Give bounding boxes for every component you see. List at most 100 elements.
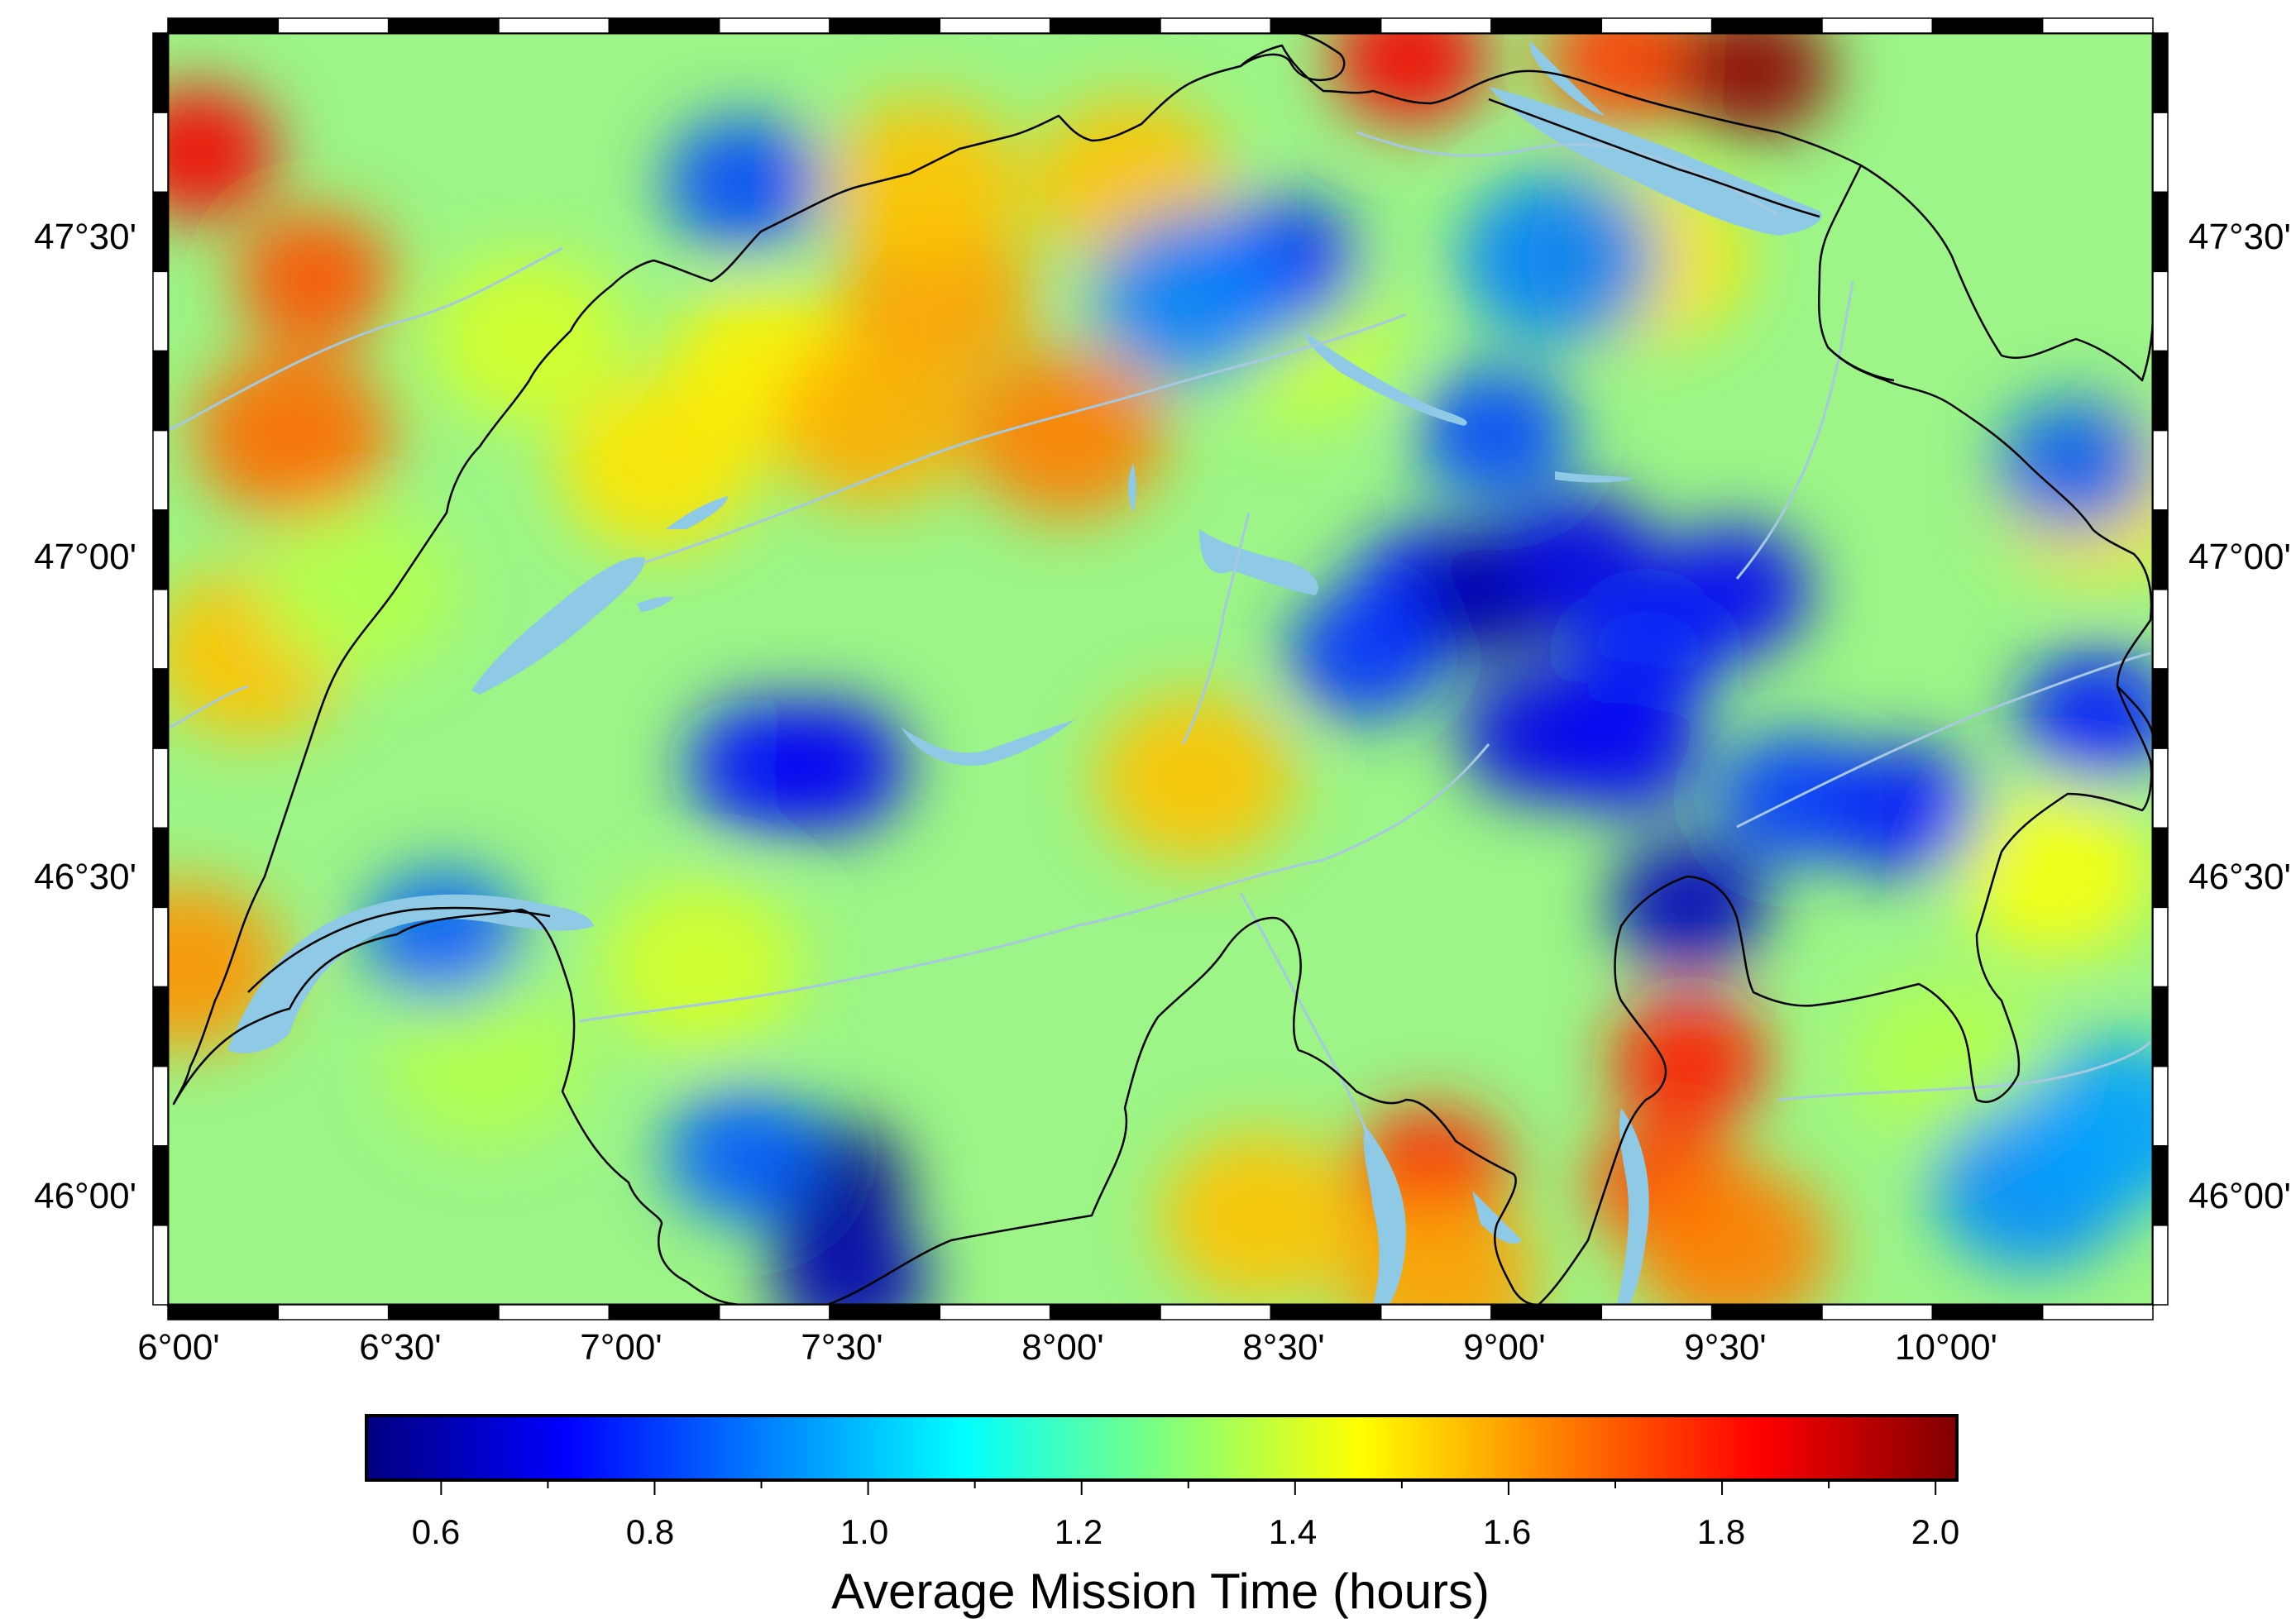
frame-segment [277, 17, 390, 34]
frame-segment [2152, 747, 2169, 829]
y-tick-label-left: 46°30' [34, 857, 136, 897]
frame-segment [2041, 1304, 2154, 1321]
heatmap-cell [1610, 837, 1767, 971]
colorbar-ticks [440, 1480, 1937, 1495]
lake-constance-upper [1529, 41, 1605, 116]
frame-segment [2152, 429, 2169, 511]
frame-segment [1821, 1304, 1934, 1321]
y-tick-label-right: 47°30' [2188, 217, 2291, 257]
lake-walen [1555, 471, 1634, 483]
frame-segment [152, 429, 169, 511]
frame-segment [152, 906, 169, 988]
frame-segment [152, 668, 169, 749]
colorbar-title: Average Mission Time (hours) [831, 1564, 1490, 1619]
lake-zug [1128, 463, 1136, 513]
heatmap-cell [235, 210, 393, 345]
heatmap-cell [1288, 586, 1446, 720]
heatmap-cell [1610, 993, 1767, 1128]
frame-segment [152, 747, 169, 829]
colorbar-tick-label: 1.8 [1696, 1512, 1746, 1551]
heatmap-cell [665, 117, 823, 251]
border-austria-east [1860, 164, 2153, 382]
frame-segment [152, 112, 169, 193]
frame-segment [2152, 191, 2169, 273]
heatmap-cell [2019, 1039, 2153, 1208]
colorbar-tick-label: 0.8 [625, 1512, 675, 1551]
y-tick-label-right: 46°30' [2188, 857, 2291, 897]
heatmap-cell [665, 1087, 823, 1221]
frame-segment [152, 827, 169, 909]
x-tick-label: 8°00' [1021, 1327, 1104, 1368]
frame-segment [152, 270, 169, 352]
frame-segment [152, 1065, 169, 1147]
frame-segment [167, 1304, 280, 1321]
frame-segment [152, 1225, 169, 1306]
frame-segment [1490, 17, 1603, 34]
colorbar-tick-label: 1.6 [1482, 1512, 1532, 1551]
colorbar-tick-label: 0.6 [411, 1512, 461, 1551]
heatmap-cell [1095, 694, 1294, 863]
border-lake-constance [1488, 98, 1820, 218]
frame-segment [2152, 986, 2169, 1067]
lake-lugano [1472, 1191, 1522, 1244]
frame-segment [152, 986, 169, 1067]
heatmap-cell [825, 98, 1024, 268]
x-tick-label: 8°30' [1242, 1327, 1325, 1368]
x-tick-label: 7°00' [580, 1327, 662, 1368]
frame-segment [1049, 17, 1161, 34]
lake-murten [637, 596, 674, 612]
frame-segment [2152, 589, 2169, 670]
heatmap-cell [1632, 1163, 1831, 1305]
frame-segment [718, 1304, 830, 1321]
heatmap-cell [1546, 680, 1703, 814]
frame-segment [1380, 17, 1492, 34]
frame-segment [829, 1304, 941, 1321]
lake-lucerne [1199, 529, 1318, 595]
y-tick-label-right: 47°00' [2188, 537, 2291, 577]
x-tick-label: 6°30' [359, 1327, 442, 1368]
frame-segment [1380, 1304, 1492, 1321]
frame-segment [152, 1145, 169, 1226]
frame-segment [939, 1304, 1051, 1321]
river-saone [169, 685, 249, 729]
frame-segment [2152, 350, 2169, 432]
y-tick-label-left: 47°30' [34, 217, 136, 257]
heatmap-cell [429, 256, 629, 425]
frame-segment [1931, 17, 2044, 34]
x-tick-label: 9°00' [1463, 1327, 1546, 1368]
map-svg [152, 17, 2169, 1321]
heatmap-cell [1331, 33, 1489, 126]
river-adda [1777, 1040, 2152, 1101]
colorbar-tick-label: 1.0 [839, 1512, 889, 1551]
lake-como [1617, 1108, 1649, 1305]
river-doubs [169, 246, 563, 432]
heatmap-cell [1417, 367, 1575, 501]
frame-segment [2152, 32, 2169, 113]
frame-segment [2152, 270, 2169, 352]
frame-segment [1710, 1304, 1823, 1321]
frame-segment [1490, 1304, 1603, 1321]
lake-maggiore [1363, 1125, 1406, 1305]
frame-segment [1600, 17, 1713, 34]
x-tick-label: 9°30' [1684, 1327, 1767, 1368]
colorbar-gradient [365, 1414, 1959, 1482]
lake-thun-brienz [902, 719, 1075, 766]
frame-segment [1270, 1304, 1382, 1321]
frame-segment [1821, 17, 1934, 34]
heatmap-cell [1674, 33, 1832, 138]
y-tick-label-right: 46°00' [2188, 1176, 2291, 1216]
heatmap-cell [601, 881, 801, 1051]
heatmap-cell [168, 85, 277, 219]
river-ticino [1239, 892, 1370, 1142]
river-aare [644, 313, 1407, 564]
lake-neuchatel [471, 556, 645, 695]
frame-segment [939, 17, 1051, 34]
frame-segment [1270, 17, 1382, 34]
frame-segment [1160, 17, 1272, 34]
river-rhone [578, 743, 1490, 1023]
frame-segment [608, 17, 720, 34]
heatmap-cell [558, 380, 758, 550]
frame-segment [498, 1304, 610, 1321]
frame-segment [2152, 906, 2169, 988]
